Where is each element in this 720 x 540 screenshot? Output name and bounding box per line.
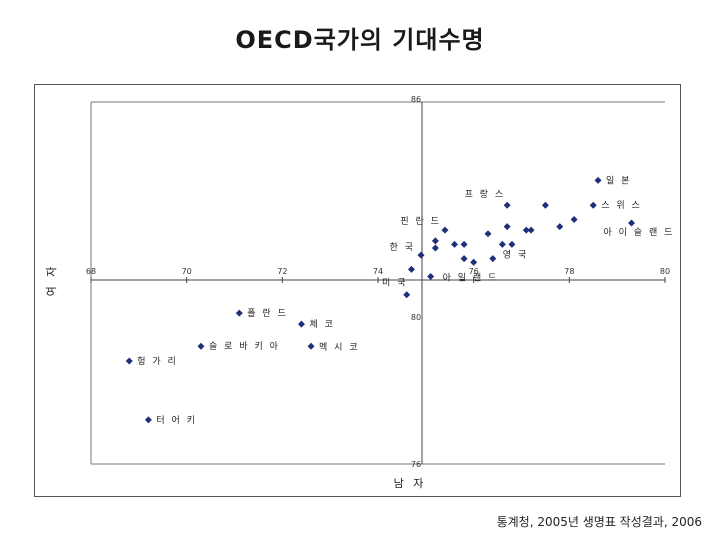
data-point: [417, 251, 425, 259]
data-point: [522, 226, 530, 234]
x-tick-label: 68: [86, 267, 96, 276]
x-tick-label: 78: [564, 267, 574, 276]
data-point: [235, 309, 243, 317]
data-point: [589, 201, 597, 209]
data-point: [460, 255, 468, 263]
data-point: [144, 416, 152, 424]
data-point: [527, 226, 535, 234]
point-label: 체 코: [309, 319, 334, 330]
data-point: [460, 240, 468, 248]
point-label: 아 이 슬 랜 드: [604, 227, 675, 238]
data-point: [403, 291, 411, 299]
data-point: [503, 223, 511, 231]
x-tick-label: 72: [277, 267, 287, 276]
y-tick-label: 76: [411, 460, 421, 469]
point-label: 스 위 스: [601, 200, 642, 211]
data-point: [628, 219, 636, 227]
x-axis-label: 남 자: [394, 477, 427, 490]
scatter-chart: 68 70 72 74 76 78 80 86 80 76 일 본프 랑 스스 위 스아 이 슬…: [45, 95, 675, 490]
point-label: 폴 란 드: [247, 307, 288, 319]
data-point: [489, 255, 497, 263]
point-label: 프 랑 스: [465, 188, 506, 200]
point-label: 핀 란 드: [400, 215, 441, 227]
point-label: 헝 가 리: [137, 356, 178, 367]
x-tick-label: 76: [469, 267, 479, 276]
data-point: [508, 240, 516, 248]
data-point: [570, 215, 578, 223]
data-point: [484, 230, 492, 238]
page-title: OECD국가의 기대수명: [235, 26, 485, 54]
data-point: [307, 342, 315, 350]
data-point: [498, 240, 506, 248]
data-point: [451, 240, 459, 248]
data-point: [594, 176, 602, 184]
data-point: [427, 272, 435, 280]
point-label: 슬 로 바 키 아: [209, 341, 280, 352]
point-label: 아 일 랜 드: [443, 272, 499, 283]
data-point: [431, 244, 439, 252]
data-point: [556, 223, 564, 231]
x-tick-label: 80: [660, 267, 670, 276]
point-label: 터 어 키: [156, 415, 197, 426]
data-point: [431, 237, 439, 245]
point-label: 영 국: [503, 250, 528, 261]
data-point: [503, 201, 511, 209]
source-note: 통계청, 2005년 생명표 작성결과, 2006: [496, 515, 702, 529]
y-tick-label: 80: [411, 313, 421, 322]
data-point: [470, 258, 478, 266]
point-label: 일 본: [606, 175, 631, 186]
data-point: [197, 342, 205, 350]
x-tick-label: 74: [373, 267, 383, 276]
data-point: [407, 265, 415, 273]
x-tick-label: 70: [182, 267, 192, 276]
data-point: [297, 320, 305, 328]
point-label: 미 국: [382, 277, 407, 288]
data-point: [125, 357, 133, 365]
data-point: [541, 201, 549, 209]
data-point: [441, 226, 449, 234]
point-label: 한 국: [390, 242, 415, 253]
y-axis-label: 여 자: [45, 264, 58, 297]
point-label: 멕 시 코: [319, 342, 360, 353]
y-tick-label: 86: [411, 95, 421, 104]
